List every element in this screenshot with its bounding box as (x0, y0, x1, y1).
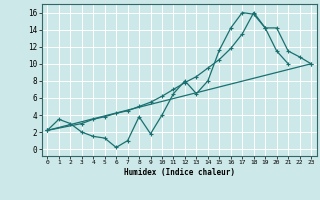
X-axis label: Humidex (Indice chaleur): Humidex (Indice chaleur) (124, 168, 235, 177)
